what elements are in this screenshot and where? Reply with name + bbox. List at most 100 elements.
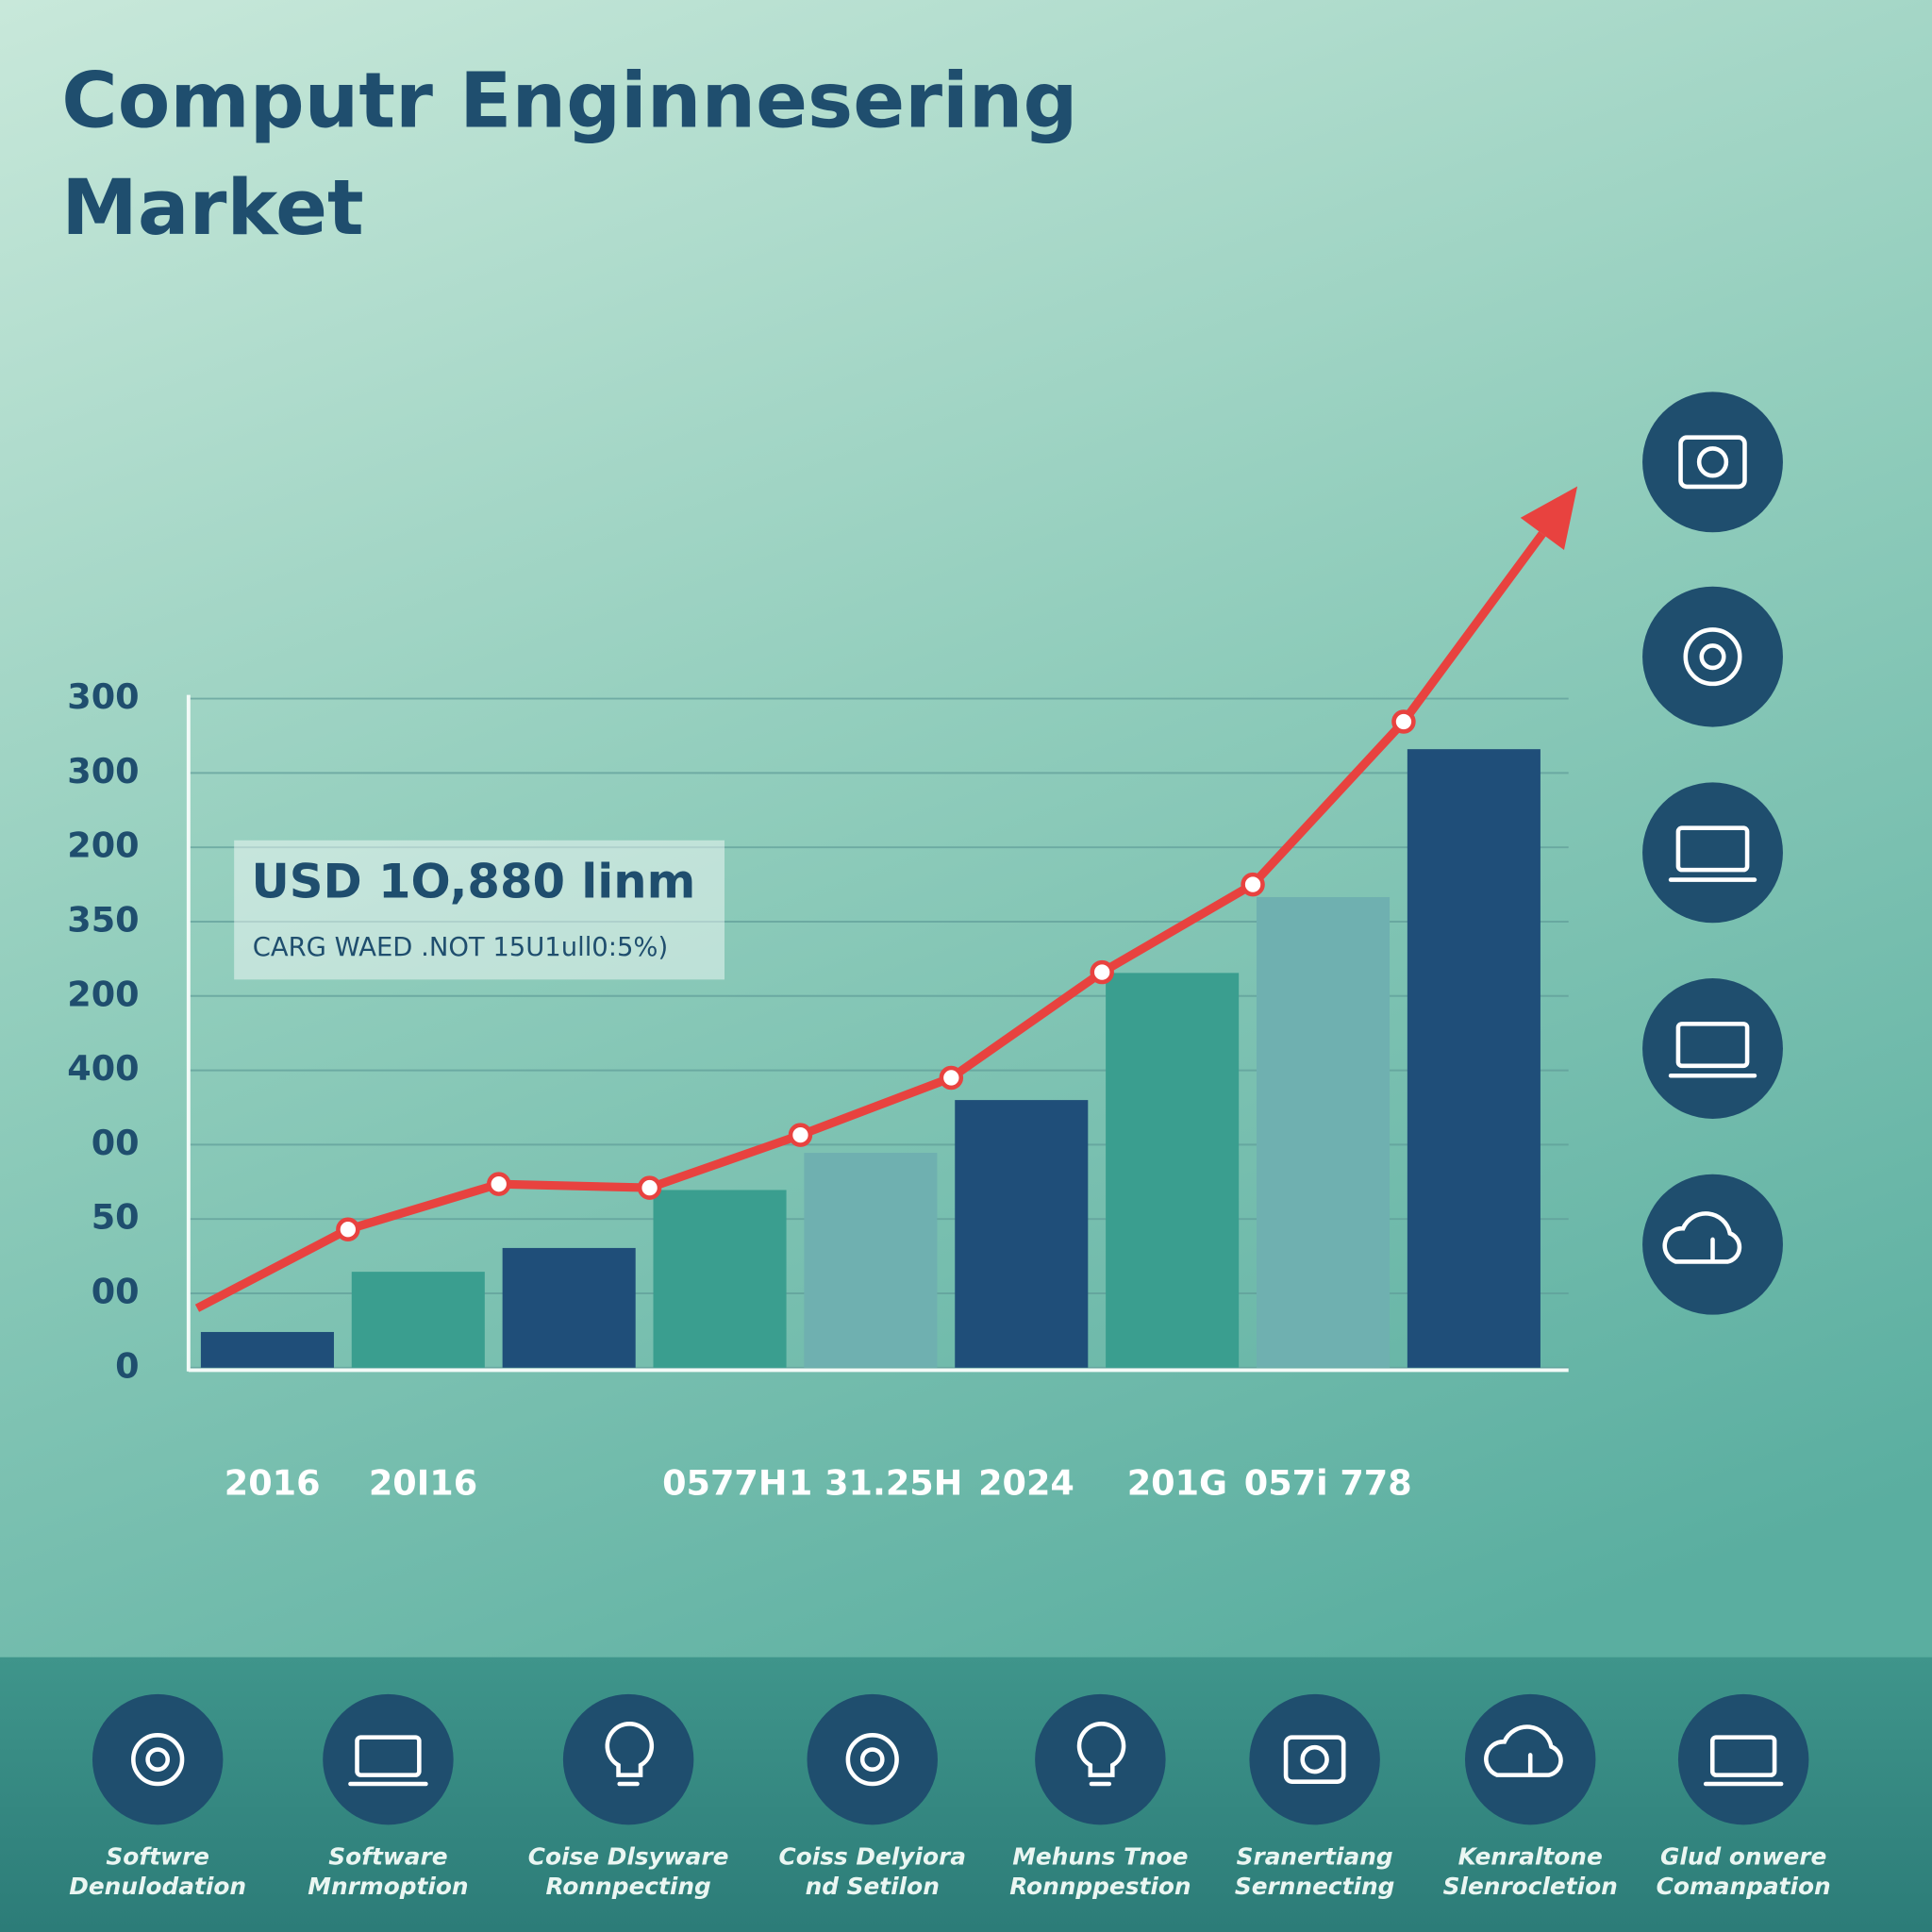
x-tick-label: 2024: [978, 1462, 1074, 1503]
footer-icon: [92, 1693, 224, 1825]
line-marker: [788, 1123, 813, 1147]
y-tick-label: 00: [92, 1123, 140, 1163]
glyph: [1300, 1744, 1329, 1774]
annotation-title: USD 1O,880 linm: [251, 854, 695, 908]
glyph: [145, 1747, 171, 1773]
glyph: [1662, 1211, 1742, 1264]
glyph: [1683, 627, 1742, 687]
chart-title: Computr Enginnesering: [61, 58, 1077, 146]
icon-glyph: [1683, 627, 1742, 687]
bar: [502, 1247, 636, 1368]
y-tick-label: 200: [67, 825, 139, 866]
footer-icon: [1249, 1693, 1380, 1825]
bar: [804, 1153, 938, 1368]
side-icon: [1642, 978, 1783, 1119]
y-tick-label: 50: [92, 1197, 140, 1238]
footer-label: nd Setilon: [806, 1873, 940, 1900]
bar: [955, 1100, 1089, 1368]
y-tick-label: 350: [67, 899, 139, 940]
footer-icon: [1035, 1693, 1166, 1825]
y-tick-label: 300: [67, 676, 139, 717]
glyph: [1709, 1735, 1777, 1777]
glyph: [1678, 435, 1747, 490]
icon-glyph: [1668, 1022, 1757, 1078]
y-tick-label: 200: [67, 974, 139, 1014]
footer-label: Software: [328, 1843, 447, 1871]
footer-label: Kenraltone: [1458, 1843, 1603, 1871]
y-tick-label: 400: [67, 1048, 139, 1089]
footer-label: Mnrmoption: [308, 1873, 468, 1900]
y-tick-label: 00: [92, 1271, 140, 1311]
line-marker: [1241, 872, 1265, 897]
footer-label: Ronnpecting: [546, 1873, 711, 1900]
glyph: [1675, 1022, 1750, 1069]
icon-glyph: [131, 1732, 185, 1787]
footer-label: Denulodation: [69, 1873, 246, 1900]
x-tick-label: 0577H: [662, 1462, 787, 1503]
glyph: [1283, 1735, 1346, 1784]
line-marker: [486, 1172, 511, 1196]
glyph: [605, 1722, 655, 1777]
footer-label: Mehuns Tnoe: [1012, 1843, 1188, 1871]
bar: [351, 1272, 485, 1368]
bar: [1106, 973, 1240, 1368]
glyph: [131, 1732, 185, 1787]
line-marker: [336, 1217, 360, 1241]
icon-glyph: [1662, 1211, 1742, 1264]
glyph: [845, 1732, 899, 1787]
footer-label: Softwre: [106, 1843, 208, 1871]
footer-icon: [807, 1693, 938, 1825]
icon-glyph: [605, 1722, 655, 1787]
glyph: [1076, 1722, 1126, 1777]
line-marker: [1090, 959, 1114, 985]
bar: [1407, 749, 1541, 1368]
glyph: [1675, 825, 1750, 873]
icon-glyph: [1283, 1735, 1346, 1784]
icon-glyph: [348, 1735, 428, 1787]
footer-label: Coise Dlsyware: [528, 1843, 729, 1871]
icon-glyph: [1703, 1735, 1784, 1787]
glyph: [355, 1735, 422, 1777]
glyph: [1696, 446, 1729, 478]
x-tick-label: 201G: [1127, 1462, 1227, 1503]
side-icon: [1642, 391, 1783, 533]
annotation-box: [234, 840, 724, 980]
glyph: [859, 1747, 885, 1773]
x-tick-label: 057i 778: [1244, 1462, 1412, 1503]
arrow-head: [1520, 486, 1578, 551]
footer-label: Coiss Delyiora: [779, 1843, 966, 1871]
y-tick-label: 300: [67, 751, 139, 791]
x-tick-label: 2016: [225, 1462, 321, 1503]
bar: [653, 1190, 787, 1368]
y-tick-label: 0: [115, 1345, 139, 1386]
glyph: [1699, 643, 1726, 671]
footer-label: Sernnecting: [1235, 1873, 1395, 1900]
icon-glyph: [1076, 1722, 1126, 1787]
bar: [1256, 896, 1391, 1368]
icon-glyph: [1668, 825, 1757, 882]
side-icon: [1642, 782, 1783, 924]
line-marker: [1391, 709, 1416, 734]
trend-arrow: [1400, 531, 1546, 724]
footer-icon: [323, 1693, 454, 1825]
footer-label: Glud onwere: [1660, 1843, 1826, 1871]
footer-icon: [1677, 1693, 1809, 1825]
line-marker: [939, 1065, 964, 1091]
glyph: [1484, 1724, 1563, 1777]
side-icon: [1642, 586, 1783, 727]
bar: [200, 1331, 334, 1368]
chart-title: Market: [61, 164, 363, 253]
annotation-subtitle: CARG WAED .NOT 15U1ull0:5%): [253, 933, 668, 962]
x-tick-label: 1 31.25H: [789, 1462, 962, 1503]
footer-icon: [562, 1693, 694, 1825]
footer-label: Sranertiang: [1237, 1843, 1393, 1871]
icon-glyph: [1484, 1724, 1563, 1777]
icon-glyph: [1678, 435, 1747, 490]
footer-band: [0, 1657, 1932, 1932]
icon-glyph: [845, 1732, 899, 1787]
